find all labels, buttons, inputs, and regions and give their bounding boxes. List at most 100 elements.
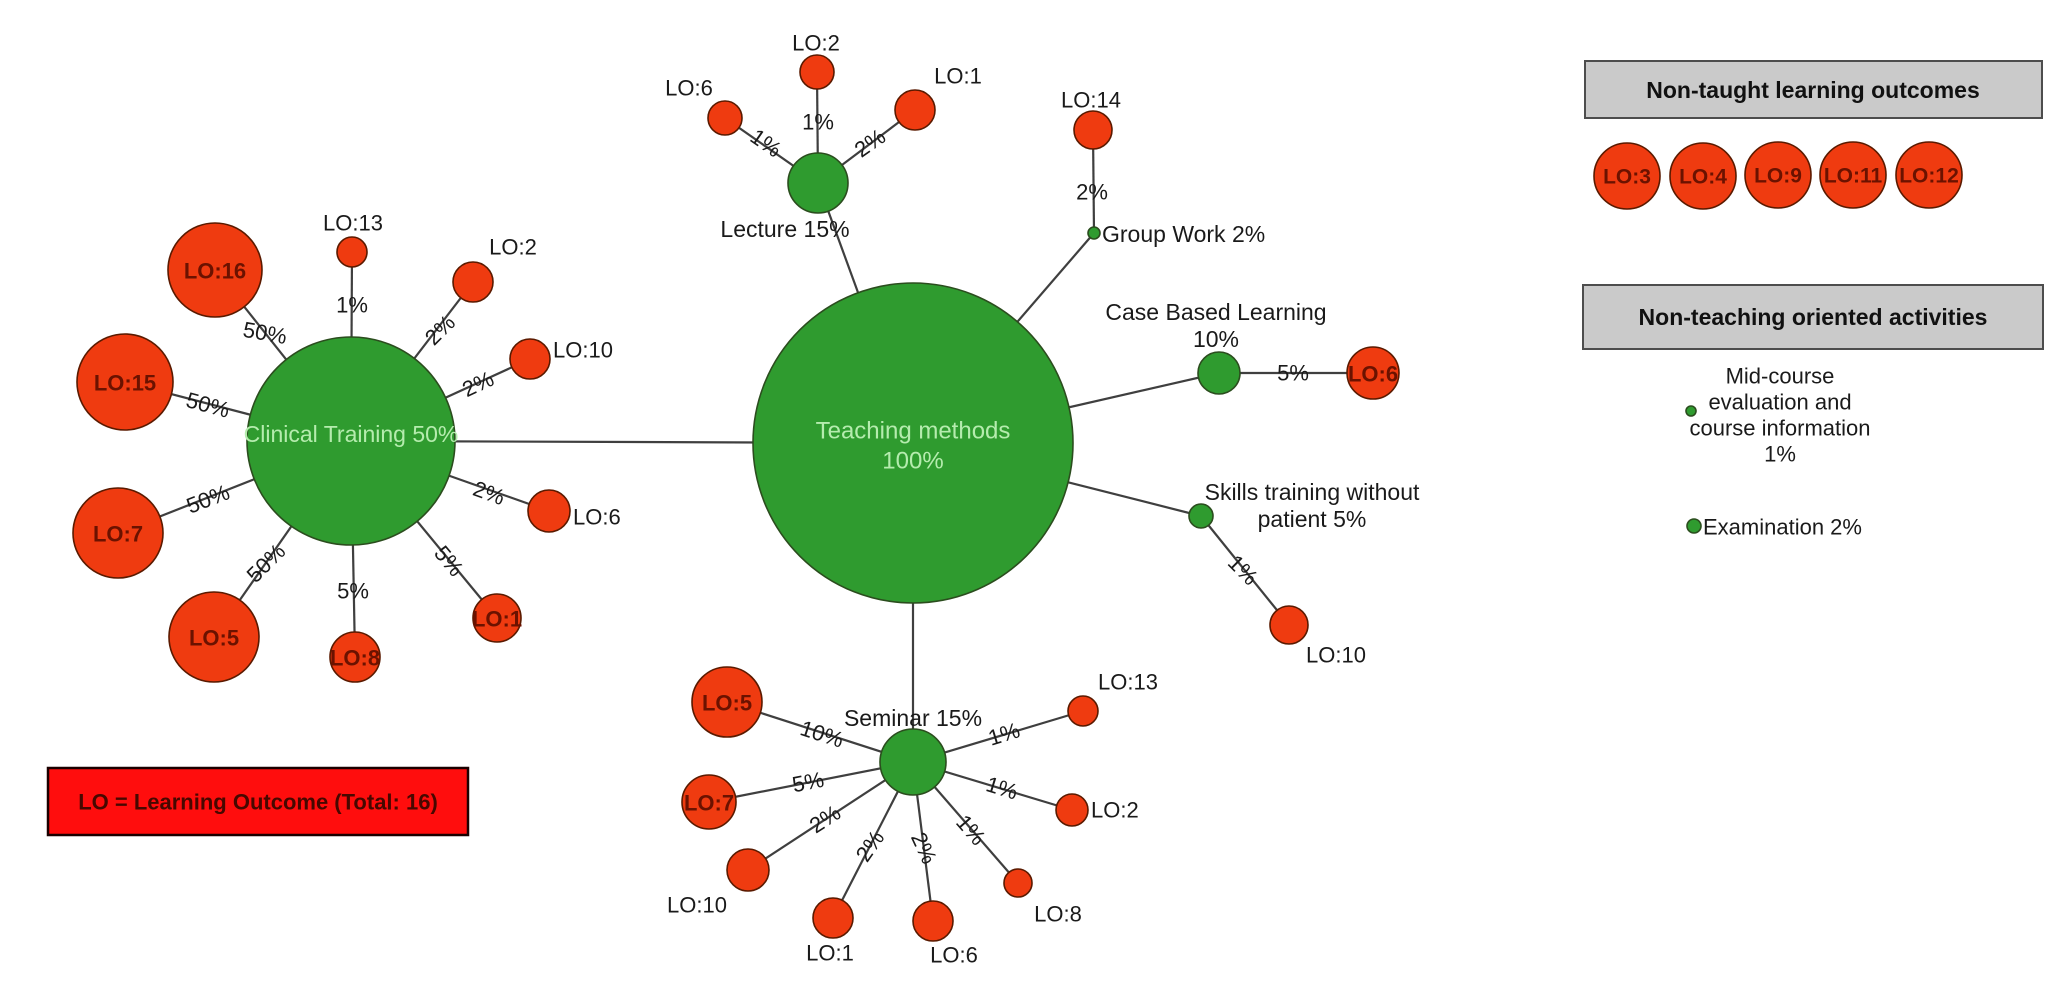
case-based-learning-label-line1: Case Based Learning <box>1105 299 1326 325</box>
lecture-label: Lecture 15% <box>720 216 849 242</box>
casebased-satellites: LO:6 5% <box>1277 346 1400 400</box>
lo-node-label: LO:14 <box>1061 88 1121 113</box>
note-box <box>46 766 470 837</box>
examination-label: Examination 2% <box>1703 515 1862 540</box>
edge-percent-label: 1% <box>983 771 1021 804</box>
lo-node-circle <box>912 900 954 942</box>
legend-non-teaching: Non-teaching oriented activities Mid-cou… <box>1582 284 2044 540</box>
edge-percent-label: 50% <box>183 387 232 423</box>
edge-percent-label: 5% <box>337 579 369 604</box>
lo-node-label: LO:10 <box>667 893 727 918</box>
lecture-satellites: LO:6 1% LO:2 1% LO:1 2% <box>665 31 982 163</box>
lo-node-circle <box>1346 346 1400 400</box>
lo-node-circle <box>76 333 174 431</box>
lo-node-label: LO:1 <box>806 941 854 966</box>
lo-node-circle <box>691 666 763 738</box>
edge-percent-label: 50% <box>241 317 289 349</box>
lo-node-label: LO:13 <box>323 211 383 236</box>
midcourse-label-line4: 1% <box>1764 442 1796 467</box>
edge-percent-label: 50% <box>242 539 291 588</box>
edge-percent-label: 5% <box>1277 361 1309 386</box>
examination-dot <box>1686 518 1702 534</box>
lo-node-circle <box>1055 793 1089 827</box>
legend-non-taught: Non-taught learning outcomes LO:3 LO:4 L… <box>1584 60 2043 210</box>
lo-node-label: LO:15 <box>94 371 156 396</box>
lo-node-label: LO:4 <box>1679 166 1727 189</box>
edge-percent-label: 2% <box>850 124 890 163</box>
lo-node-circle <box>799 54 835 90</box>
lo-node-circle <box>812 897 854 939</box>
lo-node-label: LO:3 <box>1603 166 1651 189</box>
clinical-training-node: Clinical Training 50% <box>244 336 458 546</box>
skills-training-label-line1: Skills training without <box>1205 479 1420 505</box>
legend-non-teaching-header-box <box>1582 284 2044 350</box>
lo-node-circle <box>1593 142 1661 210</box>
teaching-methods-label-line2: 100% <box>882 448 943 475</box>
lecture-node: Lecture 15% <box>720 152 850 242</box>
teaching-methods-node: Teaching methods 100% <box>752 282 1074 604</box>
skills-training-node: Skills training without patient 5% <box>1188 479 1420 532</box>
lo-node-circle <box>1067 695 1099 727</box>
lo-node-circle <box>707 100 743 136</box>
midcourse-dot <box>1685 405 1697 417</box>
lo-node-circle <box>452 261 494 303</box>
lo-node-circle <box>509 338 551 380</box>
lo-node-label: LO:12 <box>1899 165 1959 188</box>
group-work-node: Group Work 2% <box>1087 221 1265 247</box>
lo-node-label: LO:6 <box>665 76 713 101</box>
lo-node-circle <box>894 89 936 131</box>
edge-skills-lo10 <box>1200 515 1290 626</box>
lo-node-circle <box>336 236 368 268</box>
edge-percent-label: 1% <box>985 717 1023 750</box>
lo-node-label: LO:1 <box>934 64 982 89</box>
groupwork-satellites: LO:14 2% <box>1061 88 1121 205</box>
lo-node-circle <box>168 591 260 683</box>
lo-node-label: LO:13 <box>1098 670 1158 695</box>
skills-training-circle <box>1188 503 1214 529</box>
lo-node-circle <box>1003 868 1033 898</box>
lo-node-label: LO:7 <box>93 522 143 547</box>
case-based-learning-label-line2: 10% <box>1193 326 1239 352</box>
legend-non-taught-header-box <box>1584 60 2043 119</box>
edge-percent-label: 2% <box>470 476 508 510</box>
case-based-learning-node: Case Based Learning 10% <box>1105 299 1327 395</box>
edge-percent-label: 50% <box>183 479 233 518</box>
note-text: LO = Learning Outcome (Total: 16) <box>78 790 438 815</box>
lo-node-circle <box>1269 605 1309 645</box>
lo-node-circle <box>1073 110 1113 150</box>
teaching-methods-circle <box>752 282 1074 604</box>
seminar-node: Seminar 15% <box>844 705 982 796</box>
teaching-methods-label-line1: Teaching methods <box>816 418 1011 445</box>
lo-node-circle <box>726 848 770 892</box>
legend-non-taught-title: Non-taught learning outcomes <box>1646 77 1980 103</box>
skills-satellite-edges <box>1200 515 1290 626</box>
lo-node-circle <box>167 222 263 318</box>
lo-node-label: LO:11 <box>1824 165 1883 188</box>
lo-node-circle <box>681 774 737 830</box>
lo-node-label: LO:1 <box>472 607 522 632</box>
lo-node-circle <box>472 593 522 643</box>
midcourse-label-line3: course information <box>1690 416 1871 441</box>
edge-percent-label: 2% <box>1076 180 1108 205</box>
group-work-label: Group Work 2% <box>1102 221 1265 247</box>
seminar-circle <box>879 728 947 796</box>
lo-node-label: LO:5 <box>702 691 752 716</box>
lo-node-label: LO:16 <box>184 259 246 284</box>
lo-node-label: LO:5 <box>189 626 239 651</box>
edge-percent-label: 2% <box>906 828 942 867</box>
lo-node-circle <box>1819 141 1887 209</box>
skills-satellites: LO:10 1% <box>1223 550 1366 668</box>
case-based-learning-circle <box>1197 351 1241 395</box>
lo-node-circle <box>527 489 571 533</box>
group-work-dot <box>1087 226 1101 240</box>
clinical-training-circle <box>246 336 456 546</box>
lo-node-label: LO:6 <box>930 943 978 968</box>
edge-percent-label: 5% <box>790 767 826 798</box>
lo-node-label: LO:2 <box>792 31 840 56</box>
note: LO = Learning Outcome (Total: 16) <box>46 766 470 837</box>
lo-node-label: LO:6 <box>1348 362 1398 387</box>
lo-node-circle <box>329 631 381 683</box>
edge-seminar-lo7 <box>708 760 914 804</box>
lo-node-label: LO:2 <box>1091 798 1139 823</box>
edge-percent-label: 10% <box>797 715 847 752</box>
